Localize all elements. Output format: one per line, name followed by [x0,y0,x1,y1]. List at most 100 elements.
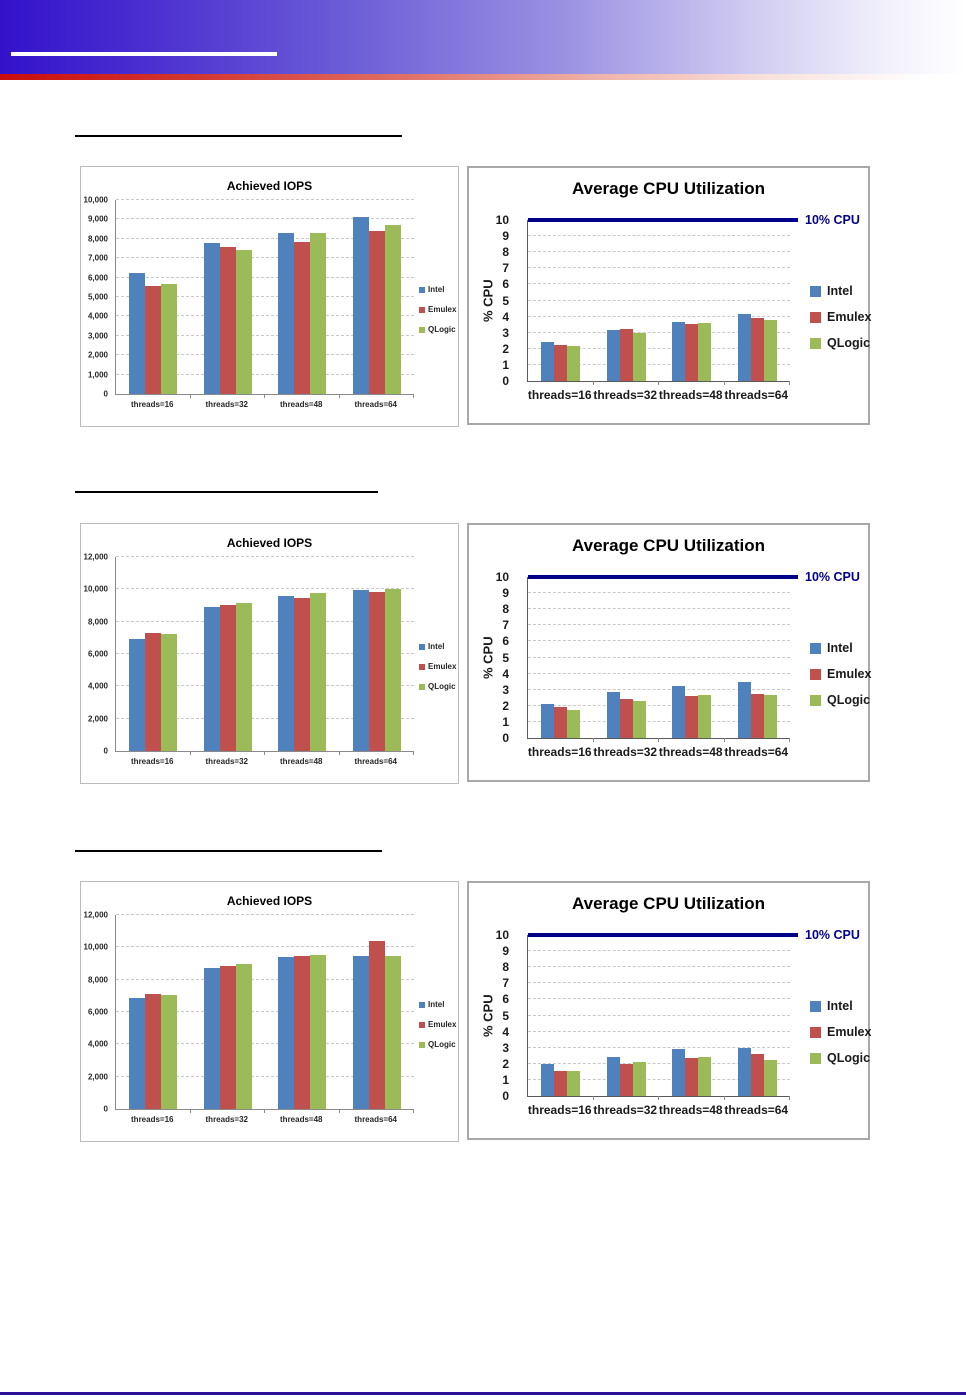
y-tick-label: 5 [502,650,509,665]
chart-title: Achieved IOPS [226,536,313,550]
gridline [528,1078,790,1080]
bar-group [265,915,340,1109]
header-banner [0,0,966,74]
y-tick-label: 9,000 [87,214,108,224]
legend-swatch [810,694,821,706]
x-tick-label: threads=32 [593,745,658,759]
gridline [528,251,790,253]
y-tick-label: 1 [502,714,509,729]
bar-qlogic [384,225,401,394]
legend-swatch [810,642,821,654]
gridline [528,608,790,610]
gridline [528,315,790,317]
legend-swatch [419,306,425,313]
y-tick-label: 8,000 [87,617,108,627]
x-axis-tick [789,381,790,385]
x-axis: threads=16 threads=32 threads=48 threads=64 [115,1115,413,1124]
gridline [116,1075,414,1077]
y-tick-label: 10,000 [83,942,108,952]
bar-group [725,220,791,381]
bar-emulex [554,344,568,381]
bar-group [659,220,725,381]
legend-swatch [810,285,821,297]
legend-item: Intel [810,641,871,655]
x-tick-label: threads=48 [658,1103,723,1117]
section-heading-rule-3 [75,850,382,852]
bar-emulex [619,699,633,738]
bar-emulex [294,598,311,751]
legend-label: QLogic [428,1040,456,1049]
legend-swatch [810,668,821,680]
section-heading-rule-1 [75,135,402,137]
reference-line-label: 10% CPU [805,213,860,227]
bar-intel [352,956,369,1109]
x-axis-tick [592,738,594,742]
reference-line-label: 10% CPU [805,928,860,942]
bar-group [265,557,340,751]
legend-item: QLogic [810,1051,871,1065]
gridline [528,1030,790,1032]
gridline [116,685,414,687]
gridline [116,334,414,336]
y-tick-label: 8 [502,960,509,975]
x-tick-label: threads=64 [354,1115,397,1124]
bar-emulex [219,246,236,394]
plot-area [527,218,798,385]
plot-area [115,199,414,398]
y-tick-label: 7 [502,976,509,991]
legend-swatch [810,1026,821,1038]
bar-emulex [554,1071,568,1096]
x-tick-label: threads=16 [131,1115,174,1124]
bar-intel [606,330,620,381]
gridline [528,363,790,365]
y-tick-label: 10 [495,928,509,942]
bar-qlogic [632,1062,646,1096]
bar-qlogic [235,964,252,1109]
bar-group [116,557,191,751]
y-tick-label: 0 [502,731,509,745]
bar-emulex [685,1058,699,1096]
legend: Intel Emulex QLogic [419,1000,456,1049]
y-tick-label: 7 [502,618,509,633]
gridline [528,640,790,642]
reference-line [528,575,798,579]
y-tick-label: 2,000 [87,1072,108,1082]
y-axis: 0 2,000 4,000 6,000 8,000 10,000 12,000 [81,553,113,756]
legend-swatch [419,643,425,650]
bar-group [594,935,660,1096]
legend-swatch [810,337,821,349]
y-tick-label: 2 [502,341,509,356]
x-tick-label: threads=48 [658,388,723,402]
legend-label: Intel [428,1000,445,1009]
x-axis-tick [338,751,340,755]
x-axis-tick [189,751,191,755]
bar-group [659,935,725,1096]
bar-qlogic [310,593,327,751]
bar-qlogic [698,694,712,738]
bar-emulex [294,241,311,394]
y-tick-label: 3 [502,325,509,340]
bar-group [191,200,266,394]
bar-qlogic [632,700,646,738]
y-tick-label: 5 [502,293,509,308]
bar-qlogic [763,694,777,738]
x-tick-label: threads=64 [354,757,397,766]
y-tick-label: 3 [502,682,509,697]
x-axis: threads=16 threads=32 threads=48 threads=64 [527,745,789,759]
bar-intel [129,638,146,751]
plot-area [527,933,798,1100]
bar-qlogic [567,345,581,381]
y-tick-label: 8 [502,602,509,617]
y-tick-label: 1 [502,1072,509,1087]
x-axis-tick [592,381,594,385]
legend-label: QLogic [428,682,456,691]
bar-group [528,220,594,381]
legend-swatch [810,1000,821,1012]
legend-label: QLogic [827,1051,871,1065]
bar-emulex [685,696,699,738]
bar-qlogic [763,1059,777,1096]
bar-intel [129,272,146,394]
gridline [116,276,414,278]
bar-emulex [219,604,236,751]
legend-item: Intel [419,285,456,294]
